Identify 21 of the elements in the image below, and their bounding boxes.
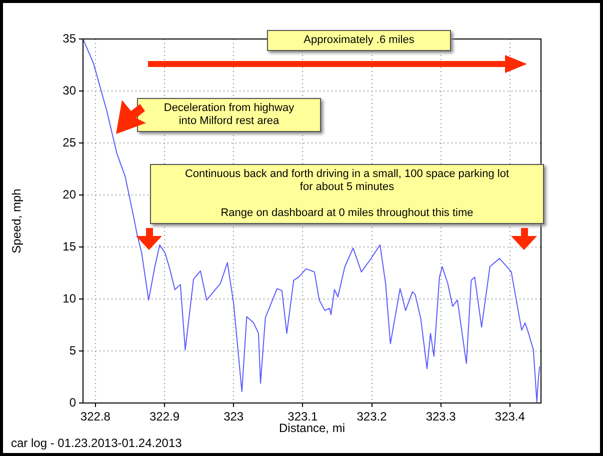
x-axis-title: Distance, mi: [278, 421, 346, 436]
y-tick-label: 15: [62, 239, 76, 254]
y-tick-label: 10: [62, 291, 76, 306]
x-tick-label: 323.1: [288, 410, 318, 424]
callout: Continuous back and forth driving in a small, 100 space parking lot for about 5 minutes Range on dashboard at 0 miles throughout this time: [150, 164, 544, 224]
x-tick-label: 323.2: [356, 410, 388, 424]
x-tick-label: 322.9: [150, 410, 180, 424]
x-tick-label: 323.4: [494, 410, 526, 424]
x-tick-label: 323.3: [426, 410, 456, 424]
x-tick-label: 322.8: [80, 410, 111, 424]
y-tick-label: 30: [62, 83, 76, 98]
y-tick-label: 20: [62, 187, 76, 202]
y-tick-label: 0: [69, 395, 76, 410]
y-tick-label: 5: [69, 343, 76, 358]
text: car log - 01.23.2013-01.24.2013: [11, 436, 182, 450]
callout: Approximately .6 miles: [267, 30, 451, 51]
y-tick-label: 25: [62, 135, 76, 150]
x-tick-label: 323: [224, 410, 244, 424]
callout: Deceleration from highway into Milford rest area: [137, 98, 321, 132]
y-axis-title: Speed, mph: [10, 188, 24, 254]
y-tick-label: 35: [62, 31, 76, 46]
